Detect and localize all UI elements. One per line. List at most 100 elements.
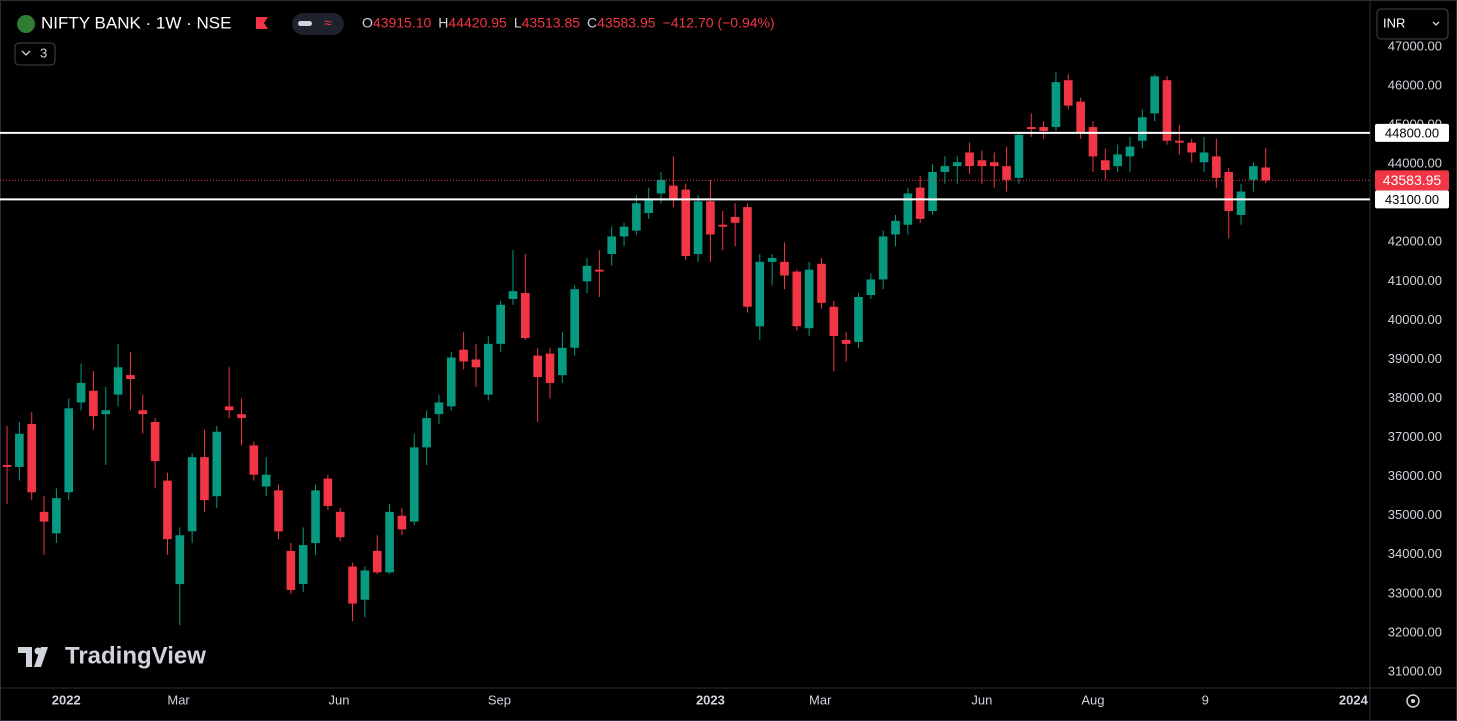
candle-body bbox=[39, 511, 49, 522]
candle-body bbox=[545, 353, 555, 383]
candle-body bbox=[348, 566, 357, 604]
price-label-box bbox=[1375, 123, 1449, 142]
candle-body bbox=[718, 224, 728, 227]
candle-body bbox=[64, 408, 74, 493]
y-tick-label: 47000.00 bbox=[1388, 38, 1442, 53]
candle-body bbox=[459, 349, 468, 362]
candle-body bbox=[804, 269, 814, 329]
candle-body bbox=[1026, 127, 1036, 130]
candle-body bbox=[1063, 80, 1073, 106]
candle-body bbox=[582, 265, 592, 282]
candle-body bbox=[533, 355, 542, 378]
price-label-box bbox=[1375, 190, 1449, 209]
candle-body bbox=[570, 289, 579, 348]
y-tick-label: 32000.00 bbox=[1388, 624, 1442, 639]
candle-body bbox=[1076, 101, 1085, 133]
indicator-toggle[interactable] bbox=[14, 42, 56, 66]
indicator-count: 3 bbox=[40, 45, 47, 60]
candle-body bbox=[434, 402, 444, 415]
candle-body bbox=[163, 480, 172, 540]
last-price-box bbox=[1375, 170, 1449, 191]
change: −412.70 (−0.94%) bbox=[663, 15, 775, 31]
symbol-icon[interactable] bbox=[17, 15, 35, 33]
candle-body bbox=[496, 304, 505, 344]
candle-body bbox=[2, 464, 12, 467]
candle-body bbox=[977, 160, 987, 167]
candle-body bbox=[755, 261, 765, 327]
y-tick-label: 40000.00 bbox=[1388, 312, 1442, 327]
ohlc-value: 44420.95 bbox=[448, 15, 507, 31]
candle-body bbox=[1100, 160, 1110, 171]
y-tick-label: 37000.00 bbox=[1388, 429, 1442, 444]
candle-body bbox=[780, 261, 789, 276]
y-tick-label: 46000.00 bbox=[1388, 77, 1442, 92]
flag-icon[interactable] bbox=[256, 17, 268, 29]
x-tick-label: Sep bbox=[488, 692, 511, 707]
ohlc-key: H bbox=[438, 15, 448, 31]
watermark: TradingView bbox=[65, 642, 206, 669]
candle-body bbox=[1236, 191, 1246, 215]
settings-icon bbox=[1411, 699, 1415, 703]
candle-body bbox=[792, 271, 802, 327]
candle-body bbox=[1162, 80, 1172, 141]
candle-body bbox=[854, 296, 863, 342]
candle-body bbox=[1125, 146, 1135, 157]
chevron-icon bbox=[1432, 21, 1440, 26]
candle-body bbox=[483, 343, 493, 395]
candle-body bbox=[52, 498, 61, 534]
ohlc-value: 43513.85 bbox=[522, 15, 581, 31]
currency-button[interactable] bbox=[1376, 8, 1449, 40]
candle-body bbox=[706, 201, 715, 235]
x-tick-label: Jun bbox=[328, 692, 349, 707]
ohlc-key: L bbox=[514, 15, 522, 31]
candle-body bbox=[891, 220, 900, 235]
candle-body bbox=[1113, 154, 1122, 167]
candle-body bbox=[952, 162, 962, 167]
last-price-label: 43583.95 bbox=[1383, 172, 1442, 188]
candle-body bbox=[829, 306, 839, 337]
candle-body bbox=[385, 511, 394, 573]
candle-body bbox=[1138, 117, 1147, 141]
candle-body bbox=[113, 367, 123, 395]
symbol-title[interactable]: NIFTY BANK · 1W · NSE bbox=[41, 13, 232, 32]
candle-body bbox=[1014, 134, 1024, 178]
candle-body bbox=[27, 423, 37, 493]
settings-icon[interactable] bbox=[1406, 694, 1420, 708]
y-tick-label: 44000.00 bbox=[1388, 156, 1442, 171]
candle-body bbox=[1212, 156, 1221, 178]
x-tick-label: 9 bbox=[1202, 692, 1209, 707]
candle-body bbox=[693, 201, 703, 255]
visual-toggle[interactable] bbox=[292, 13, 344, 35]
candle-body bbox=[360, 570, 370, 600]
candle-body bbox=[422, 418, 431, 448]
y-tick-label: 39000.00 bbox=[1388, 351, 1442, 366]
candle-body bbox=[298, 545, 308, 585]
candle-body bbox=[681, 189, 691, 256]
x-tick-label: 2023 bbox=[696, 692, 725, 707]
candle-body bbox=[471, 359, 481, 368]
candle-body bbox=[1224, 171, 1234, 212]
candle-body bbox=[237, 414, 246, 419]
candle-body bbox=[187, 457, 197, 532]
candle-body bbox=[101, 410, 111, 415]
candle-body bbox=[138, 410, 148, 415]
x-tick-label: Mar bbox=[809, 692, 832, 707]
candle-body bbox=[841, 339, 851, 344]
candle-body bbox=[76, 382, 86, 403]
candle-body bbox=[669, 185, 678, 200]
candle-body bbox=[212, 431, 222, 497]
x-tick-label: 2022 bbox=[52, 692, 81, 707]
y-tick-label: 34000.00 bbox=[1388, 546, 1442, 561]
toggle-icon bbox=[298, 21, 312, 26]
y-tick-label: 33000.00 bbox=[1388, 585, 1442, 600]
candle-body bbox=[1175, 140, 1184, 143]
candle-body bbox=[940, 166, 950, 172]
candle-body bbox=[150, 421, 160, 462]
candle-body bbox=[632, 203, 641, 231]
ohlc-key: O bbox=[362, 15, 373, 31]
candle-body bbox=[175, 535, 185, 585]
candle-body bbox=[286, 550, 296, 590]
ohlc-value: 43915.10 bbox=[373, 15, 432, 31]
candle-body bbox=[656, 179, 666, 194]
